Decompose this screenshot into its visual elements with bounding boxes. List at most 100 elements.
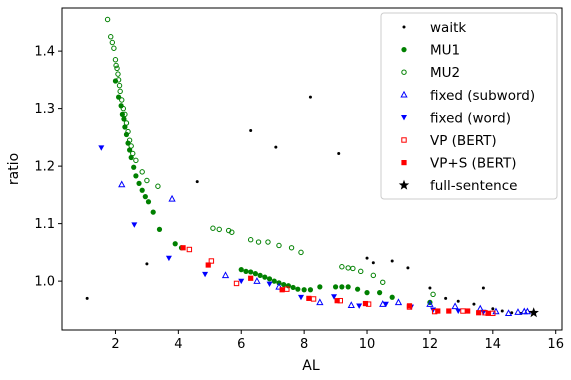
series-1: [112, 78, 433, 305]
data-point: [481, 286, 485, 290]
data-point: [350, 265, 356, 272]
data-point: [114, 65, 120, 72]
y-axis-ticks: 1.0 1.1 1.2 1.3 1.4: [34, 45, 62, 290]
data-point: [136, 180, 142, 186]
legend-label: VP+S (BERT): [430, 156, 517, 172]
series-7: [528, 307, 539, 318]
data-point: [426, 300, 434, 307]
x-tick-label: 12: [422, 337, 439, 352]
data-point: [435, 308, 441, 314]
data-point: [406, 266, 410, 270]
data-point: [485, 310, 491, 316]
data-point: [430, 307, 437, 313]
data-point: [249, 128, 253, 132]
data-point: [354, 286, 361, 292]
data-point: [165, 255, 172, 262]
data-point: [150, 209, 156, 215]
data-point: [128, 154, 134, 161]
data-point: [285, 283, 292, 289]
data-point: [472, 302, 476, 306]
y-tick-label: 1.3: [34, 102, 55, 117]
y-tick-label: 1.1: [34, 217, 55, 232]
data-point: [271, 278, 277, 284]
data-point: [380, 279, 386, 285]
data-point: [339, 284, 345, 290]
data-point: [98, 145, 105, 151]
data-point: [180, 245, 186, 251]
legend-label: full-sentence: [430, 178, 517, 194]
data-point: [108, 34, 114, 40]
series-4: [98, 145, 487, 316]
x-axis-label: AL: [302, 358, 320, 374]
data-points: [85, 16, 539, 318]
legend-label: MU1: [430, 43, 460, 59]
data-point: [276, 242, 282, 249]
data-point: [364, 290, 370, 296]
plot-frame: [61, 7, 563, 331]
data-point: [195, 180, 199, 184]
x-axis-ticks: 2 4 6 8 10 12 14 16: [111, 330, 564, 352]
legend-marker: [401, 137, 407, 143]
data-point: [208, 258, 215, 264]
data-point: [123, 131, 130, 138]
data-point: [145, 262, 149, 266]
data-point: [122, 111, 128, 118]
data-point: [247, 237, 254, 243]
data-point: [334, 298, 340, 304]
legend-label: MU2: [430, 65, 460, 81]
x-tick-label: 8: [300, 337, 308, 352]
data-point: [257, 272, 263, 278]
data-point: [358, 268, 364, 275]
data-point: [118, 180, 126, 188]
data-point: [111, 45, 117, 51]
data-point: [130, 150, 136, 157]
data-point: [145, 199, 152, 205]
data-point: [133, 157, 139, 164]
data-point: [279, 287, 285, 293]
data-point: [123, 120, 130, 126]
data-point: [221, 271, 230, 279]
data-point: [119, 97, 125, 103]
data-point: [295, 286, 301, 292]
x-tick-label: 14: [485, 337, 502, 352]
x-tick-label: 4: [174, 337, 182, 352]
data-point: [371, 261, 375, 265]
data-point: [117, 88, 123, 95]
data-point: [253, 277, 261, 284]
legend-marker: [401, 160, 407, 166]
data-point: [115, 77, 122, 83]
data-point: [281, 281, 287, 288]
data-point: [142, 194, 148, 200]
legend-marker: [402, 25, 406, 29]
data-point: [390, 259, 394, 263]
data-point: [120, 105, 127, 112]
legend-marker: [400, 90, 408, 98]
data-point: [266, 281, 273, 287]
legend-label: waitk: [430, 20, 466, 36]
data-point: [133, 173, 139, 179]
data-point: [382, 301, 389, 308]
data-point: [255, 239, 262, 245]
data-point: [113, 62, 119, 69]
data-point: [301, 287, 307, 293]
data-point: [317, 284, 323, 290]
data-point: [389, 294, 395, 300]
data-point: [205, 262, 211, 268]
data-point: [210, 225, 216, 231]
data-point: [155, 183, 161, 189]
data-point: [444, 296, 448, 300]
data-point: [504, 309, 513, 317]
data-point: [356, 303, 363, 309]
legend-marker: [401, 47, 407, 53]
data-point: [126, 137, 133, 143]
data-point: [500, 309, 504, 313]
legend-label: fixed (word): [430, 110, 511, 126]
legend-marker: [401, 69, 407, 75]
data-point: [337, 151, 341, 155]
y-tick-label: 1.2: [34, 160, 55, 175]
data-point: [144, 177, 150, 184]
data-point: [202, 271, 209, 278]
data-point: [406, 303, 413, 309]
y-axis-label: ratio: [6, 153, 22, 185]
